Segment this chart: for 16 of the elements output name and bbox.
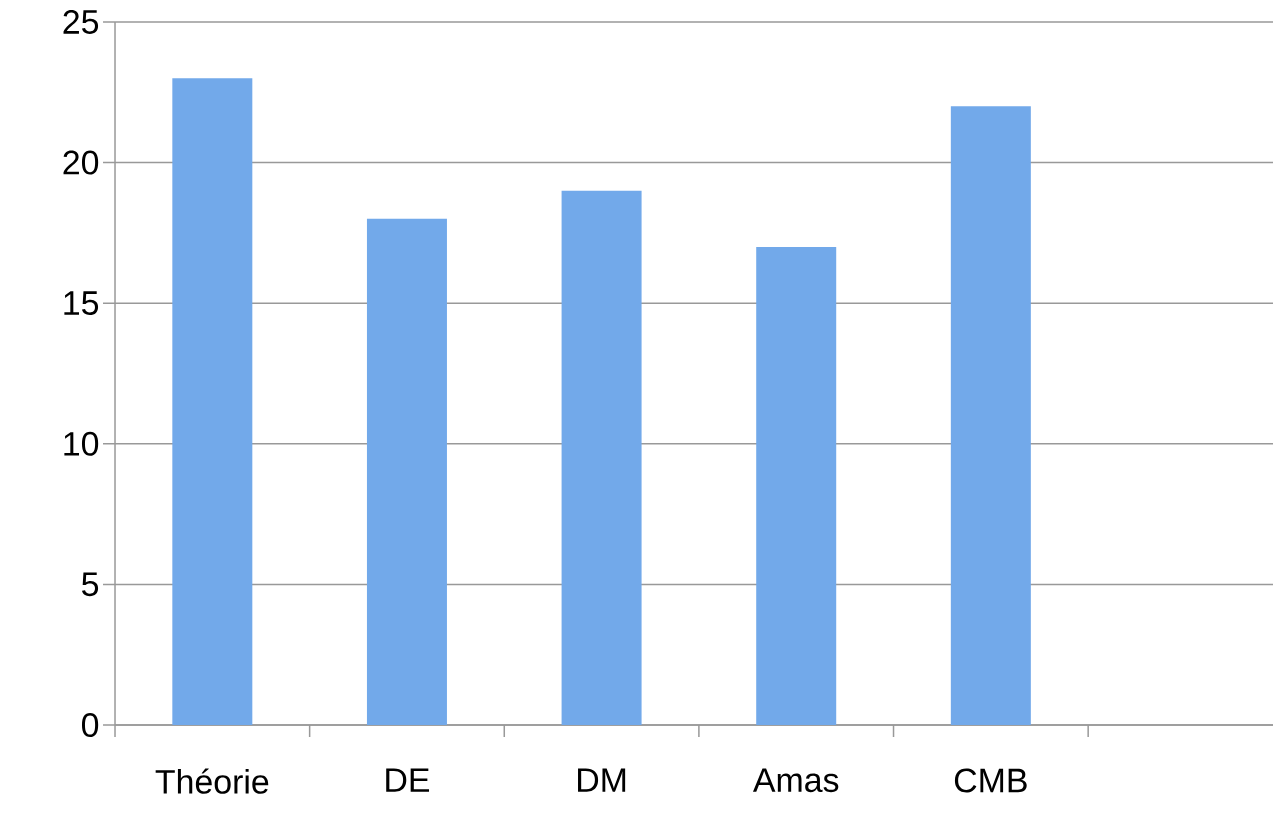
y-tick-label: 10	[64, 431, 99, 456]
y-tick-label: 15	[64, 291, 99, 315]
y-tick-label: 20	[63, 150, 99, 175]
y-tick-label: 5	[82, 572, 99, 597]
x-tick-label: CMB	[954, 768, 1027, 793]
bar	[756, 246, 837, 725]
bar	[366, 218, 447, 725]
bar	[172, 78, 253, 725]
y-tick-label: 0	[81, 712, 99, 737]
x-tick-label: DM	[578, 768, 626, 792]
bar	[950, 106, 1031, 725]
x-tick-label: Amas	[752, 768, 839, 793]
bar	[561, 190, 642, 725]
x-tick-label: Théorie	[155, 768, 269, 794]
x-tick-label: DE	[386, 768, 430, 792]
y-tick-label: 25	[63, 9, 99, 34]
